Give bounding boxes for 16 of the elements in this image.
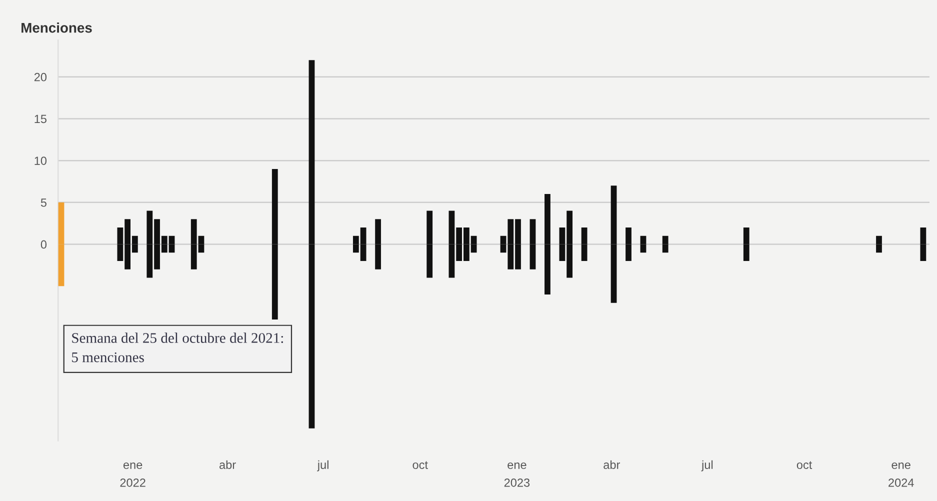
x-tick-label: oct [796, 461, 812, 469]
annotation: Semana del 25 del octubre del 2021: 5 menciones [72, 332, 283, 362]
x-tick-label: ene 2023 [504, 462, 530, 487]
y-tick-label: 15 [34, 114, 46, 124]
y-tick-label: 5 [40, 198, 46, 207]
x-tick-label: abr [220, 460, 236, 469]
y-tick-label: 20 [34, 72, 47, 82]
y-tick-label: 10 [34, 156, 47, 165]
x-tick-label: oct [412, 461, 428, 469]
y-tick-label: 0 [40, 240, 47, 249]
x-tick-label: abr [604, 460, 620, 469]
x-tick-label: ene 2022 [120, 462, 146, 487]
y-axis-title: Menciones [22, 22, 92, 33]
x-tick-label: jul [701, 460, 713, 472]
x-tick-label: jul [317, 460, 328, 472]
x-tick-label: ene 2024 [888, 462, 914, 487]
